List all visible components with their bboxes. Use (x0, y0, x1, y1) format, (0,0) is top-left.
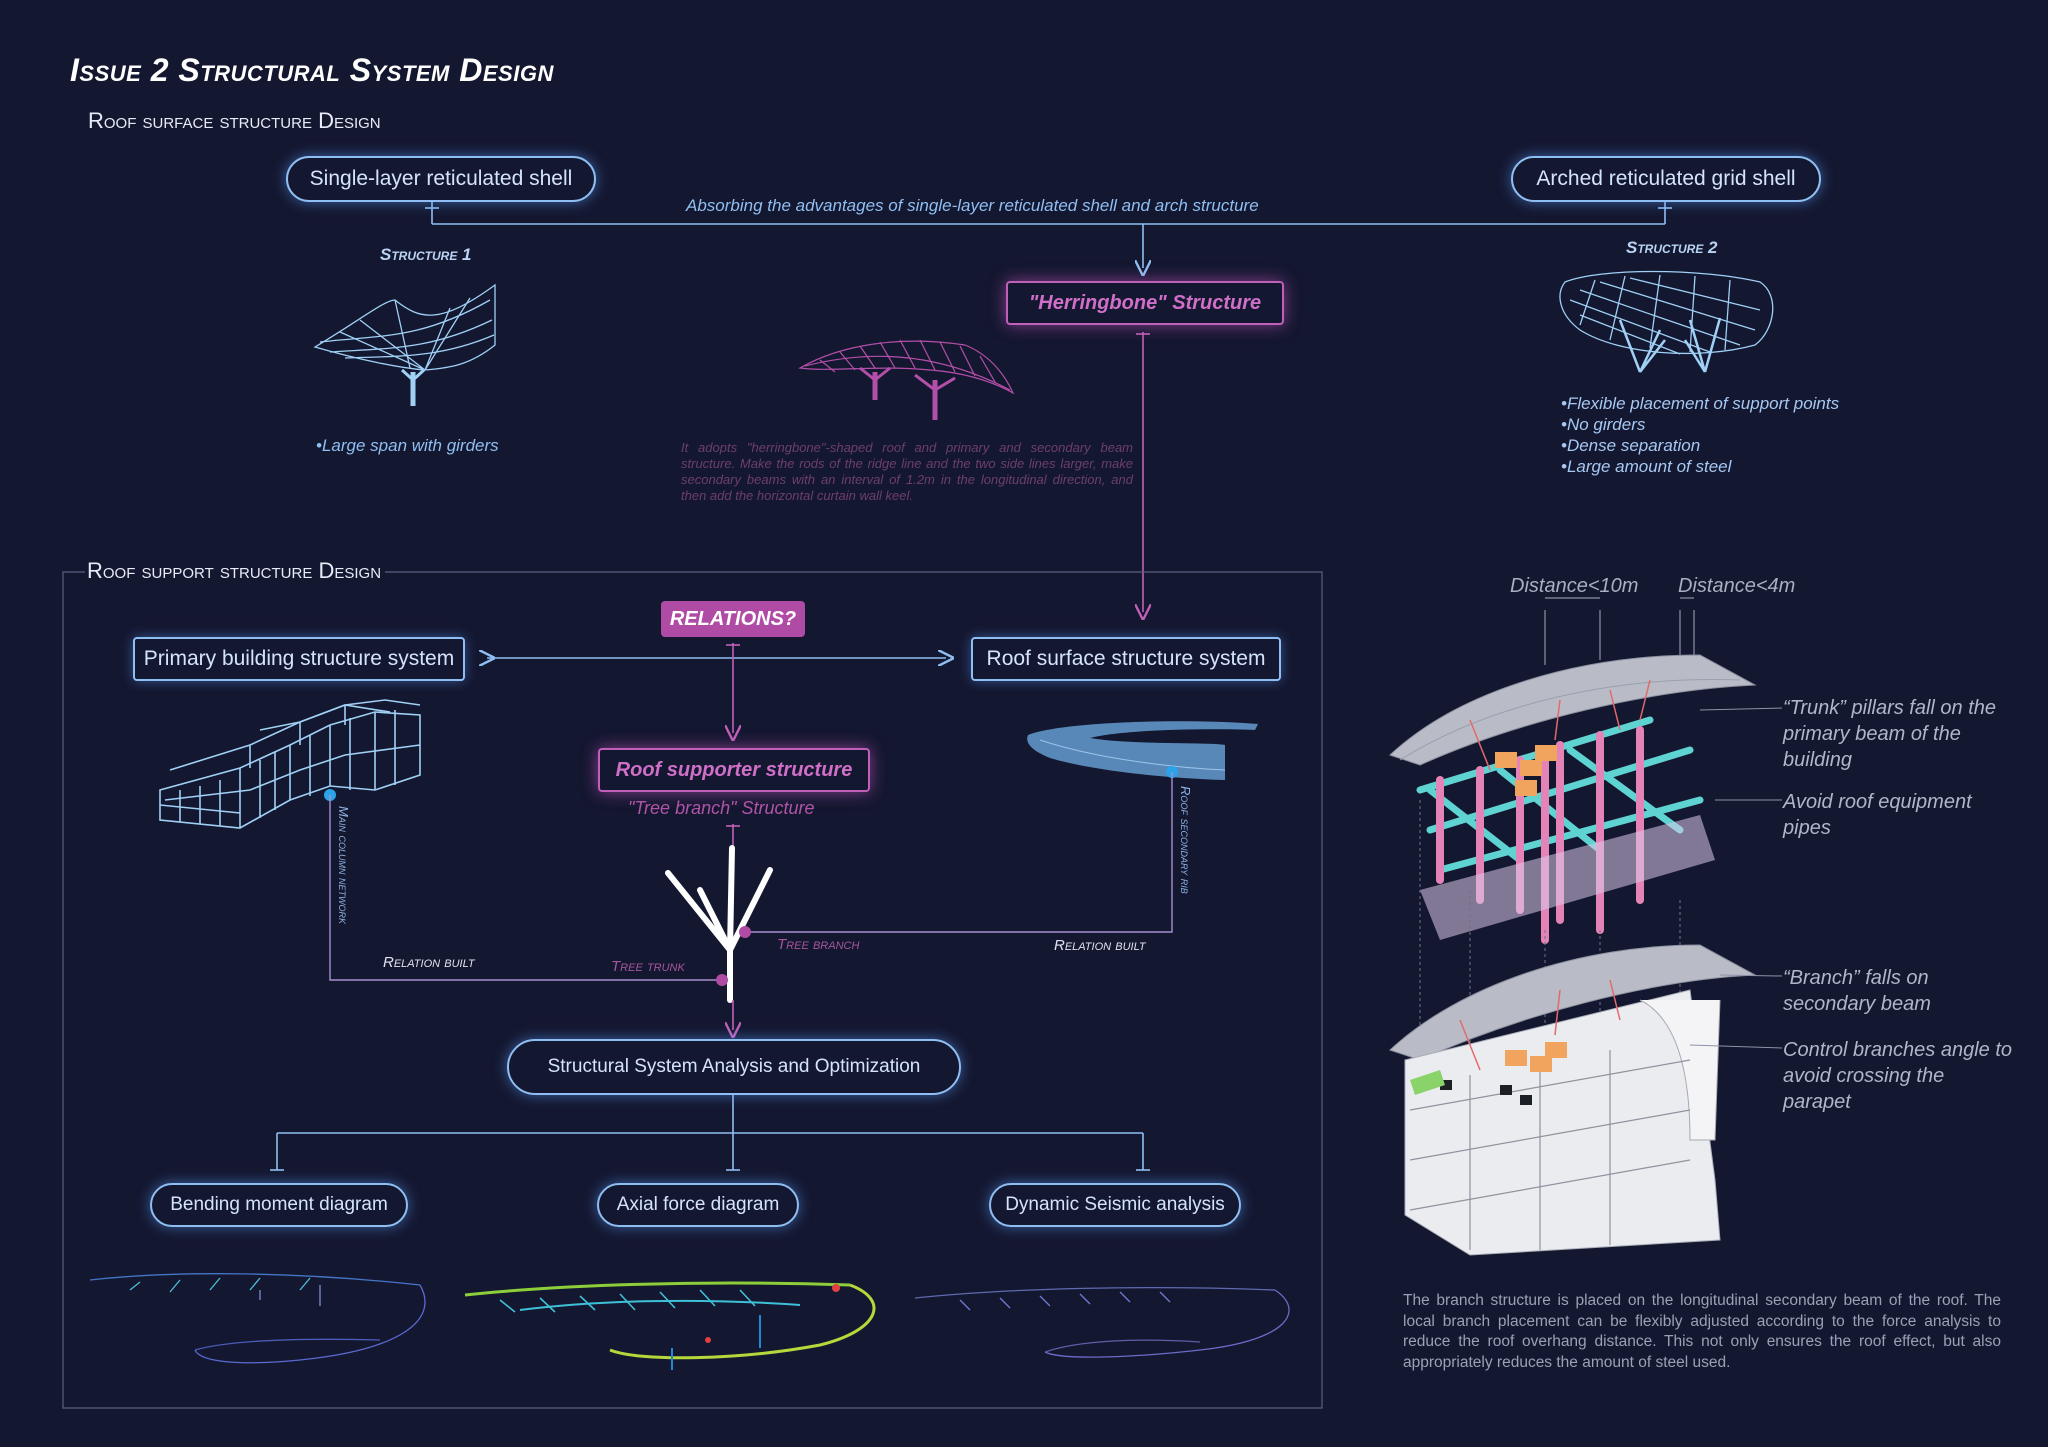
annotation-leaders (1689, 707, 1783, 1049)
arched-grid-shell-box: Arched reticulated grid shell (1511, 156, 1821, 202)
herringbone-connector (1136, 332, 1150, 612)
roof-support-heading: Roof support structure Design (85, 558, 384, 584)
roof-surface-drawing (1027, 721, 1258, 780)
annotation-control-branches: Control branches angle to avoid crossing… (1783, 1039, 2013, 1113)
distance-10m-label: Distance<10m (1510, 575, 1639, 597)
roof-surface-heading: Roof surface structure Design (88, 108, 381, 133)
tree-branch-structure-label: "Tree branch" Structure (628, 798, 815, 818)
branch-description: The branch structure is placed on the lo… (1403, 1292, 2001, 1371)
axial-force-box: Axial force diagram (597, 1183, 799, 1227)
tree-branch-icon (665, 845, 773, 1003)
single-layer-shell-box: Single-layer reticulated shell (286, 156, 596, 202)
relation-built-right: Relation built (1054, 937, 1146, 954)
herringbone-drawing (798, 339, 1015, 420)
relation-lines (329, 772, 1173, 981)
annotation-avoid-pipes: Avoid roof equipment pipes (1783, 791, 1972, 839)
relation-built-left: Relation built (383, 954, 475, 971)
structure1-bullet: •Large span with girders (316, 436, 499, 455)
analysis-connector (270, 1093, 1150, 1171)
analysis-box: Structural System Analysis and Optimizat… (507, 1039, 961, 1095)
structure2-bullet: •Flexible placement of support points (1561, 394, 1840, 413)
annotation-trunk: “Trunk” pillars fall on the primary beam… (1783, 697, 1997, 771)
tree-trunk-label: Tree trunk (611, 958, 685, 975)
structure2-bullet: •Dense separation (1561, 436, 1701, 455)
structure2-label: Structure 2 (1626, 238, 1718, 257)
page-title: Issue 2 Structural System Design (70, 52, 554, 88)
distance-markers (1544, 597, 1695, 665)
tree-trunk-dot (716, 974, 728, 986)
distance-4m-label: Distance<4m (1678, 575, 1796, 597)
structure1-label: Structure 1 (380, 245, 472, 264)
herringbone-description: It adopts "herringbone"-shaped roof and … (681, 440, 1133, 503)
herringbone-box: "Herringbone" Structure (1006, 281, 1284, 325)
supporter-box: Roof supporter structure (598, 748, 870, 792)
building-lower-drawing (1389, 944, 1757, 1256)
absorbing-note: Absorbing the advantages of single-layer… (686, 196, 1259, 215)
tree-branch-label: Tree branch (777, 936, 860, 953)
main-column-network-label: Main column network (336, 806, 351, 925)
primary-system-box: Primary building structure system (133, 637, 465, 681)
building-upper-drawing (1389, 654, 1757, 944)
roof-system-box: Roof surface structure system (971, 637, 1281, 681)
structure2-bullet: •Large amount of steel (1561, 457, 1732, 476)
annotation-branch: “Branch” falls on secondary beam (1783, 967, 1931, 1015)
bending-moment-box: Bending moment diagram (150, 1183, 408, 1227)
relations-badge: RELATIONS? (661, 601, 805, 637)
top-connector (425, 202, 1672, 268)
structure2-bullets: •Flexible placement of support points •N… (1561, 393, 1839, 477)
seismic-analysis-box: Dynamic Seismic analysis (989, 1183, 1241, 1227)
support-frame (62, 571, 1323, 1409)
bending-moment-drawing (89, 1273, 426, 1364)
axial-force-drawing (464, 1281, 876, 1370)
seismic-drawing (914, 1286, 1290, 1358)
tree-branch-dot (739, 926, 751, 938)
structure2-bullet: •No girders (1561, 415, 1646, 434)
structure1-drawing (313, 283, 496, 406)
structure2-drawing (1559, 270, 1774, 373)
roof-secondary-rib-label: Roof secondary rib (1178, 786, 1193, 894)
primary-building-drawing (159, 699, 421, 829)
